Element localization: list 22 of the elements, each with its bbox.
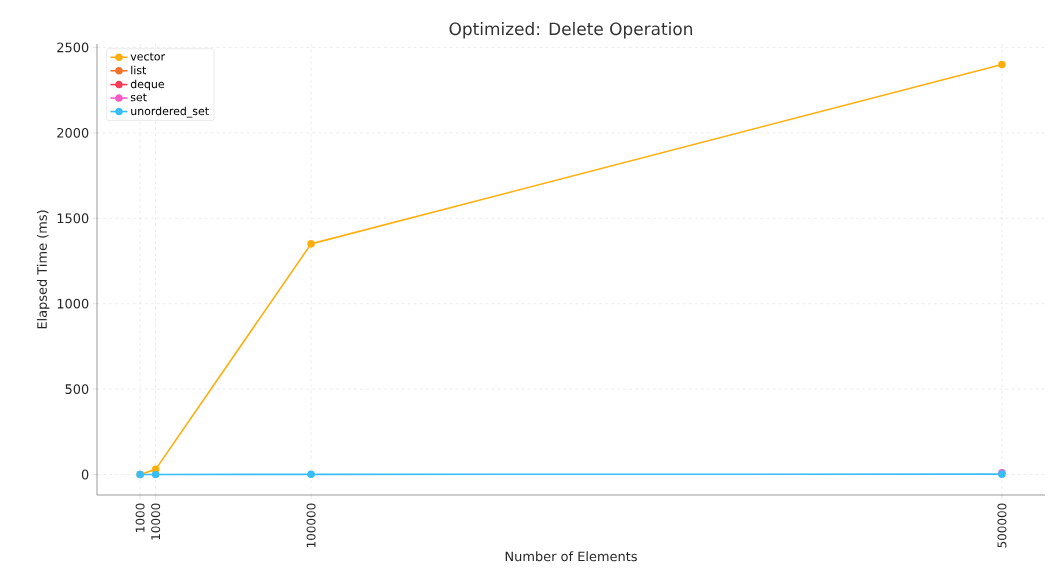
y-tick-label: 0 [81, 469, 89, 480]
legend-label: set [130, 93, 147, 102]
point [307, 240, 315, 248]
y-tick-label: 2000 [57, 127, 89, 138]
legend-label: deque [130, 79, 165, 91]
x-axis-title: Number of Elements [505, 551, 637, 562]
x-tick-label: 500000 [997, 503, 1007, 548]
legend-label: list [131, 65, 147, 75]
chart-title: Optimized: Delete Operation [449, 22, 692, 39]
x-tick-label: 10000 [151, 503, 161, 540]
y-tick-label: 2500 [57, 42, 89, 53]
x-tick-label: 1000 [135, 503, 145, 532]
point [998, 60, 1006, 69]
y-tick-label: 1000 [57, 298, 89, 309]
legend-label: vector [130, 52, 166, 61]
x-tick-label: 100000 [306, 503, 316, 548]
point [307, 470, 315, 479]
y-tick-label: 1500 [57, 213, 89, 224]
point [151, 470, 160, 479]
legend-label: unordered_set [131, 106, 209, 118]
y-tick-label: 500 [65, 384, 89, 394]
y-axis-title: Elapsed Time (ms) [36, 210, 50, 329]
